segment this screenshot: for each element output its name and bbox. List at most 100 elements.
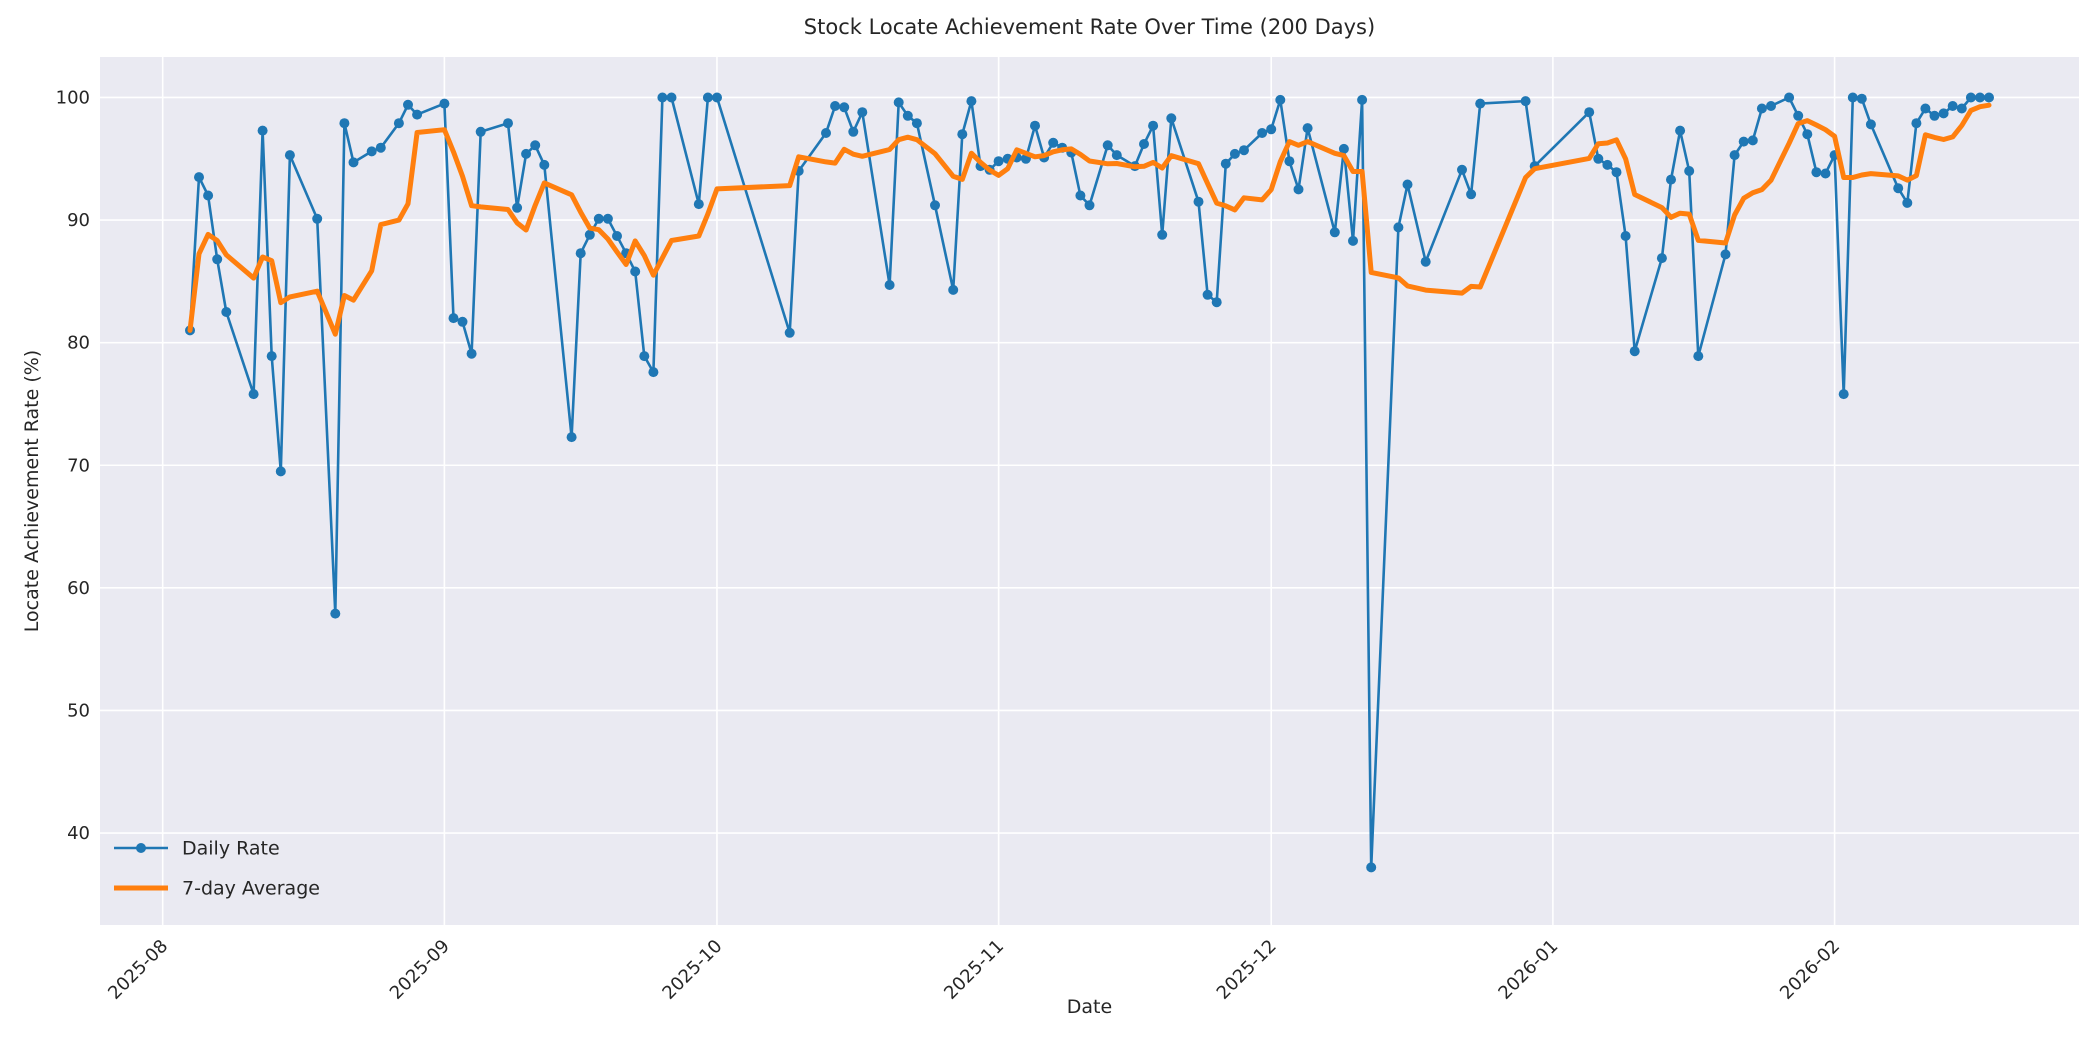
y-tick-label: 40 bbox=[67, 823, 90, 844]
daily-rate-marker bbox=[1793, 110, 1804, 121]
daily-rate-marker bbox=[1938, 108, 1949, 119]
daily-rate-marker bbox=[393, 118, 404, 129]
daily-rate-marker bbox=[566, 432, 577, 443]
daily-rate-marker bbox=[1947, 101, 1958, 111]
daily-rate-marker bbox=[1620, 231, 1631, 241]
chart-title: Stock Locate Achievement Rate Over Time … bbox=[804, 15, 1375, 39]
daily-rate-marker bbox=[784, 327, 795, 338]
daily-rate-marker bbox=[948, 284, 959, 295]
daily-rate-marker bbox=[1329, 227, 1340, 238]
daily-rate-marker bbox=[593, 213, 604, 224]
daily-rate-marker bbox=[1366, 862, 1377, 873]
daily-rate-marker bbox=[1275, 94, 1286, 105]
daily-rate-marker bbox=[475, 126, 486, 137]
legend: Daily Rate 7-day Average bbox=[114, 838, 320, 900]
daily-rate-marker bbox=[1838, 389, 1849, 400]
daily-rate-marker bbox=[648, 367, 659, 378]
y-tick-labels: 40 50 60 70 80 90 100 bbox=[56, 87, 90, 844]
daily-rate-marker bbox=[1402, 179, 1413, 190]
daily-rate-marker bbox=[1847, 92, 1858, 103]
daily-rate-marker bbox=[457, 316, 468, 327]
daily-rate-marker bbox=[448, 313, 459, 324]
daily-rate-marker bbox=[1139, 139, 1149, 149]
x-tick-label: 2025-11 bbox=[940, 936, 1008, 1004]
daily-rate-marker bbox=[821, 128, 831, 138]
x-tick-label: 2026-01 bbox=[1494, 936, 1562, 1004]
daily-rate-marker bbox=[957, 129, 968, 140]
daily-rate-marker bbox=[1747, 135, 1758, 146]
daily-rate-marker bbox=[893, 97, 904, 108]
daily-rate-marker bbox=[284, 150, 295, 161]
daily-rate-marker bbox=[1257, 128, 1268, 138]
daily-rate-marker bbox=[212, 254, 223, 265]
daily-rate-marker bbox=[530, 140, 541, 151]
daily-rate-marker bbox=[1629, 346, 1640, 357]
daily-rate-marker bbox=[911, 118, 922, 129]
daily-rate-marker bbox=[848, 126, 859, 137]
daily-rate-marker bbox=[1584, 107, 1595, 118]
daily-rate-marker bbox=[584, 229, 595, 240]
daily-rate-marker bbox=[1193, 196, 1204, 207]
daily-rate-marker bbox=[1756, 103, 1767, 114]
daily-rate-marker bbox=[639, 351, 650, 362]
y-tick-label: 60 bbox=[67, 578, 90, 599]
daily-rate-marker bbox=[630, 266, 641, 277]
daily-rate-marker bbox=[221, 307, 232, 317]
daily-rate-marker bbox=[1457, 164, 1467, 175]
daily-rate-marker bbox=[1111, 150, 1122, 161]
avg-line bbox=[187, 102, 1992, 337]
legend-daily-label: Daily Rate bbox=[182, 838, 280, 860]
daily-rate-marker bbox=[666, 92, 677, 103]
daily-rate-marker bbox=[1357, 94, 1368, 105]
daily-rate-marker bbox=[1075, 190, 1086, 201]
daily-rate-marker bbox=[1811, 167, 1822, 178]
daily-rate-marker bbox=[993, 156, 1004, 167]
daily-rate-marker bbox=[1684, 166, 1695, 176]
daily-rate-marker bbox=[693, 199, 704, 210]
daily-rate-marker bbox=[1611, 167, 1622, 178]
daily-rate-marker bbox=[375, 142, 386, 153]
daily-rate-marker bbox=[884, 280, 895, 290]
daily-rate-marker bbox=[439, 98, 450, 109]
daily-rate-marker bbox=[466, 348, 477, 359]
daily-rate-marker bbox=[1157, 229, 1168, 240]
daily-rate-marker bbox=[1656, 253, 1667, 264]
daily-rate-marker bbox=[1666, 174, 1676, 185]
daily-rate-marker bbox=[1166, 113, 1177, 124]
daily-rate-marker bbox=[930, 200, 940, 211]
daily-rate-marker bbox=[1102, 140, 1113, 151]
daily-rate-marker bbox=[348, 157, 359, 168]
daily-rate-marker bbox=[902, 110, 913, 121]
daily-rate-marker bbox=[1229, 148, 1240, 159]
daily-rate-marker bbox=[1602, 159, 1613, 170]
grid bbox=[100, 57, 2079, 925]
daily-rate-marker bbox=[1220, 158, 1231, 169]
daily-rate-marker bbox=[1693, 351, 1704, 362]
plot-area bbox=[100, 57, 2079, 925]
daily-rate-marker bbox=[1856, 93, 1867, 104]
daily-rate-marker bbox=[1975, 92, 1985, 103]
y-axis-label: Locate Achievement Rate (%) bbox=[21, 350, 43, 632]
daily-rate-marker bbox=[1593, 153, 1604, 164]
daily-rate-marker bbox=[1865, 119, 1876, 130]
daily-rate-marker bbox=[1720, 249, 1731, 260]
x-tick-label: 2025-12 bbox=[1213, 936, 1281, 1004]
y-tick-label: 90 bbox=[67, 210, 90, 231]
daily-rate-marker bbox=[503, 118, 513, 129]
daily-rate-marker bbox=[1766, 101, 1776, 111]
daily-rate-marker bbox=[521, 148, 532, 159]
daily-rate-marker bbox=[1520, 96, 1531, 107]
daily-rate-marker bbox=[312, 213, 323, 224]
daily-rate-marker bbox=[257, 125, 268, 136]
daily-rate-marker bbox=[1211, 297, 1222, 308]
daily-rate-marker bbox=[1956, 103, 1967, 114]
daily-rate-marker bbox=[1729, 150, 1740, 161]
daily-rate-marker bbox=[412, 109, 423, 120]
daily-rate-marker bbox=[194, 172, 204, 183]
daily-rate-marker bbox=[403, 99, 413, 110]
daily-rate-marker bbox=[1911, 118, 1922, 129]
daily-rate-marker bbox=[712, 92, 722, 103]
daily-rate-marker bbox=[1675, 125, 1686, 136]
